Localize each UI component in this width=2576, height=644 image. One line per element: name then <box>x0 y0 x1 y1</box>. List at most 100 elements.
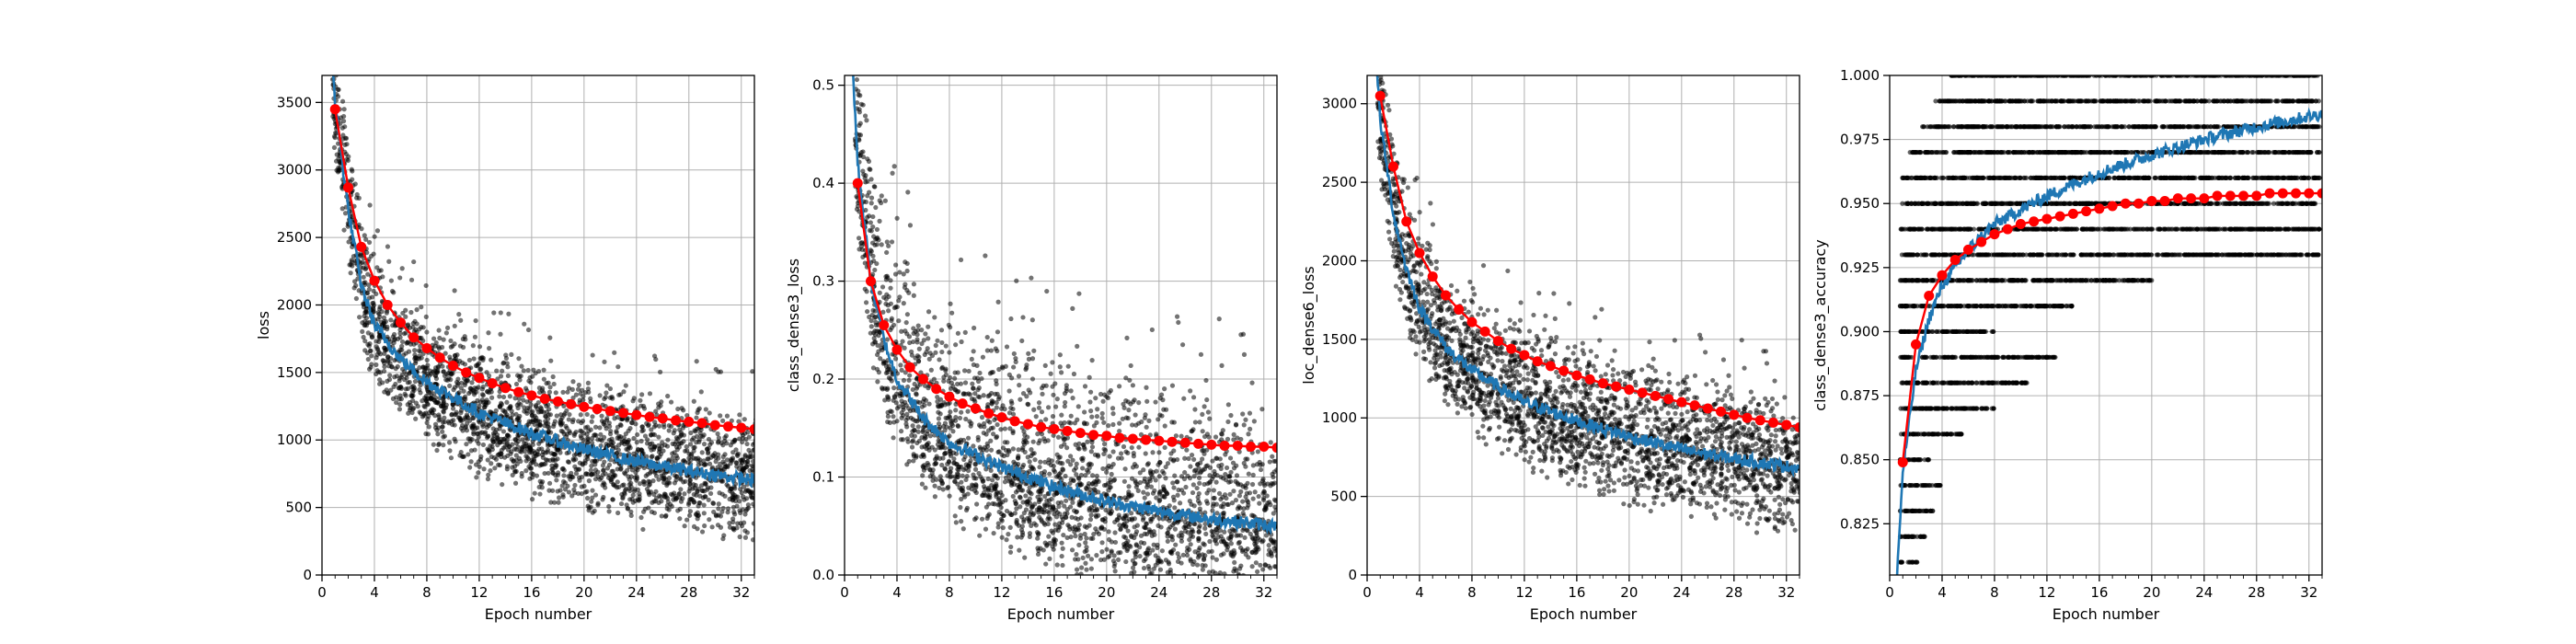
batch-point <box>1082 421 1087 427</box>
batch-point <box>1089 358 1095 363</box>
batch-point <box>1049 458 1054 464</box>
batch-point <box>1095 407 1100 412</box>
batch-point <box>1227 536 1233 542</box>
batch-point <box>535 399 541 406</box>
batch-point <box>554 413 559 419</box>
batch-point <box>361 334 366 340</box>
batch-point <box>519 447 524 453</box>
batch-point <box>942 445 948 451</box>
batch-point <box>486 433 491 439</box>
batch-point <box>492 430 498 435</box>
batch-point <box>388 278 394 283</box>
batch-point <box>1213 479 1219 485</box>
batch-point <box>1059 423 1065 429</box>
batch-point <box>1121 401 1126 407</box>
batch-point <box>1188 542 1193 547</box>
batch-point <box>1118 549 1123 556</box>
batch-point <box>1080 457 1086 464</box>
grid <box>844 75 1277 576</box>
batch-point <box>1044 542 1050 547</box>
batch-point <box>663 512 669 519</box>
batch-point <box>1153 553 1158 558</box>
batch-point <box>992 417 997 423</box>
batch-point <box>1009 400 1015 407</box>
batch-point <box>1259 407 1265 412</box>
batch-point <box>1111 553 1117 558</box>
batch-point <box>452 288 457 293</box>
batch-point <box>1156 474 1162 479</box>
batch-point <box>595 469 601 475</box>
batch-point <box>500 394 507 400</box>
batch-point <box>1277 458 1282 463</box>
batch-point <box>476 434 481 440</box>
batch-point <box>862 260 868 266</box>
batch-point <box>618 434 624 440</box>
batch-point <box>868 324 874 329</box>
batch-point <box>907 373 913 378</box>
batch-point <box>1126 588 1131 592</box>
batch-point <box>513 453 519 458</box>
batch-point <box>939 364 946 371</box>
batch-point <box>930 474 936 479</box>
batch-point <box>620 404 626 409</box>
batch-point <box>868 201 874 206</box>
batch-point <box>618 466 624 472</box>
batch-point <box>1198 351 1204 357</box>
batch-point <box>873 322 880 328</box>
batch-point <box>397 330 403 336</box>
batch-point <box>1182 578 1187 582</box>
batch-point <box>385 327 390 332</box>
batch-point <box>489 461 494 466</box>
batch-point <box>959 496 964 502</box>
train-line <box>331 75 754 489</box>
batch-point <box>639 392 645 397</box>
batch-point <box>449 412 454 418</box>
batch-point <box>886 293 891 300</box>
batch-point <box>858 240 864 246</box>
batch-point <box>1032 457 1038 463</box>
batch-point <box>1011 351 1017 357</box>
batch-point <box>736 499 742 504</box>
batch-point <box>477 464 482 469</box>
batch-point <box>918 370 924 375</box>
batch-point <box>599 438 604 443</box>
batch-point <box>546 480 553 486</box>
y-tick-label: 2000 <box>277 296 312 313</box>
batch-point <box>1221 501 1226 507</box>
batch-point <box>1021 510 1027 516</box>
batch-point <box>1094 514 1099 520</box>
batch-point <box>1047 471 1052 477</box>
batch-point <box>369 353 374 359</box>
batch-point <box>882 198 888 203</box>
batch-point <box>566 385 572 391</box>
batch-point <box>618 500 625 507</box>
batch-point <box>1094 507 1099 513</box>
batch-point <box>516 356 522 362</box>
batch-point <box>960 473 965 478</box>
batch-point <box>1006 388 1012 394</box>
batch-point <box>891 164 897 169</box>
batch-point <box>754 477 759 482</box>
batch-point <box>688 457 694 463</box>
batch-point <box>708 440 715 445</box>
batch-point <box>975 394 981 399</box>
batch-point <box>1202 404 1207 409</box>
batch-point <box>425 402 431 408</box>
batch-point <box>408 309 414 316</box>
batch-point <box>900 401 905 408</box>
batch-point <box>1080 466 1086 471</box>
batch-point <box>427 368 433 374</box>
batch-point <box>1082 409 1087 415</box>
batch-point <box>1056 454 1062 461</box>
batch-point <box>1274 467 1277 473</box>
batch-point <box>1010 430 1016 436</box>
batch-point <box>617 392 624 397</box>
batch-point <box>1170 480 1176 486</box>
batch-point <box>1108 511 1113 516</box>
batch-point <box>682 523 687 529</box>
batch-point <box>593 432 599 438</box>
batch-point <box>595 437 601 443</box>
batch-point <box>994 400 999 406</box>
batch-point <box>1244 498 1250 503</box>
batch-point <box>1171 573 1177 575</box>
